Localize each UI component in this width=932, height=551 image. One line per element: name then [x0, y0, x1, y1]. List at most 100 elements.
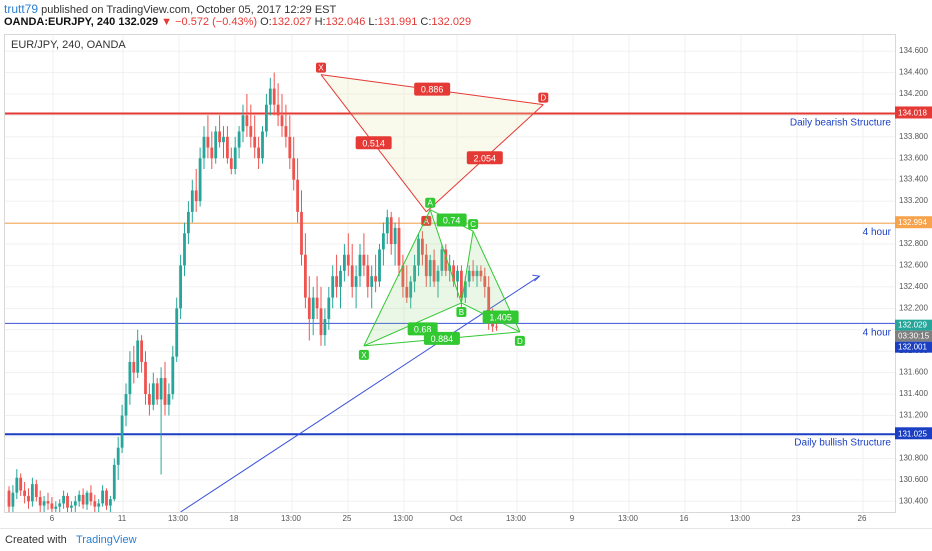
candle	[280, 115, 284, 127]
candle	[101, 490, 104, 504]
candle	[276, 104, 280, 116]
candle	[15, 477, 19, 493]
price-tag	[895, 330, 932, 342]
level-label: 4 hour	[863, 227, 892, 238]
pattern-fill	[461, 231, 520, 332]
low-value: 131.991	[377, 16, 418, 28]
candle	[140, 340, 143, 362]
candle	[77, 494, 81, 502]
candle	[296, 179, 299, 212]
l-label: L:	[368, 16, 378, 28]
price-tag-label: 03:30:15	[898, 332, 930, 341]
candle	[401, 265, 405, 287]
time-tick: 13:00	[168, 514, 189, 523]
ratio-label: 0.68	[414, 324, 432, 334]
candle	[382, 233, 385, 250]
time-tick: 23	[792, 514, 801, 523]
time-tick: 26	[858, 514, 867, 523]
candle	[421, 238, 424, 255]
candle	[467, 270, 471, 282]
candle	[241, 115, 245, 132]
price-tick: 132.400	[899, 282, 928, 291]
level-price-tag	[895, 427, 932, 440]
candle	[315, 297, 319, 309]
point-label: X	[318, 64, 324, 73]
tradingview-logo[interactable]: TradingView	[76, 534, 137, 546]
candle	[202, 136, 206, 159]
time-tick: 11	[118, 514, 127, 523]
candle	[183, 233, 186, 266]
ratio-tag	[423, 331, 460, 345]
chart-pane[interactable]: X A D X A B C D 0.514 2.054 0.886 0.74 0.68 1.405 0.88…	[4, 34, 896, 513]
candle	[214, 131, 218, 159]
candle	[253, 136, 257, 148]
price-axis[interactable]: 134.600134.400134.200134.000133.800133.6…	[895, 34, 932, 511]
time-tick: 13:00	[393, 514, 414, 523]
candle	[70, 505, 73, 508]
candle	[268, 88, 272, 105]
author-link[interactable]: trutt79	[4, 2, 39, 16]
ratio-label: 0.886	[421, 85, 444, 95]
time-tick: 9	[570, 514, 575, 523]
footer: Created with TradingView	[0, 528, 932, 551]
candle	[460, 270, 463, 298]
candle	[124, 394, 128, 416]
symbol-line: OANDA:EURJPY, 240 132.029 ▼ −0.572 (−0.4…	[4, 16, 471, 28]
candle	[210, 147, 214, 159]
point-label: C	[470, 220, 476, 229]
point-label: X	[361, 351, 367, 360]
ratio-label: 0.74	[443, 215, 461, 225]
candle	[370, 276, 374, 287]
candle	[292, 158, 296, 180]
price-tick: 131.200	[899, 411, 928, 420]
candle	[397, 227, 401, 266]
candle	[7, 490, 11, 507]
candle	[374, 276, 377, 282]
price-tag-label: 132.001	[898, 343, 927, 352]
candle	[187, 211, 190, 234]
ratio-tag	[466, 151, 503, 165]
symbol-label: OANDA:EURJPY, 240	[4, 16, 116, 28]
candle	[136, 340, 140, 373]
time-axis[interactable]: 6 11 13:00 18 13:00 25 13:00 Oct 13:00 9 13:00 16 13…	[4, 511, 894, 525]
candle	[175, 308, 179, 357]
candle	[300, 211, 303, 255]
candle	[409, 281, 413, 298]
candle	[272, 88, 276, 105]
candle	[413, 265, 416, 282]
candle	[428, 260, 432, 277]
candle	[417, 238, 420, 266]
candle	[284, 126, 288, 137]
time-tick: Oct	[450, 514, 463, 523]
point-marker	[514, 335, 525, 346]
candle	[89, 492, 93, 502]
level-label: 4 hour	[863, 327, 892, 338]
level-price-tag	[895, 106, 932, 119]
candle	[350, 265, 354, 287]
price-tag	[895, 319, 932, 331]
point-label: D	[540, 94, 546, 103]
price-chart[interactable]: X A D X A B C D 0.514 2.054 0.886 0.74 0.68 1.405 0.88…	[5, 35, 895, 512]
candle	[249, 126, 253, 137]
candle	[62, 495, 65, 504]
price-tick: 132.200	[899, 303, 928, 312]
candle	[471, 270, 475, 277]
price-tick: 132.800	[899, 239, 928, 248]
pattern-leg	[460, 231, 474, 304]
o-label: O:	[260, 16, 272, 28]
ratio-label: 1.405	[489, 312, 512, 322]
candle	[444, 249, 448, 271]
candle	[85, 492, 89, 505]
level-price-tag	[895, 216, 932, 229]
candle	[479, 270, 483, 277]
level-price-label: 134.018	[898, 108, 927, 117]
candle	[495, 326, 498, 328]
point-label: D	[517, 337, 523, 346]
point-marker	[456, 306, 467, 317]
price-tick: 133.200	[899, 196, 928, 205]
candle	[358, 254, 362, 277]
candle	[159, 378, 163, 400]
price-tick: 133.800	[899, 132, 928, 141]
point-label: B	[459, 308, 464, 317]
candle	[11, 492, 15, 507]
